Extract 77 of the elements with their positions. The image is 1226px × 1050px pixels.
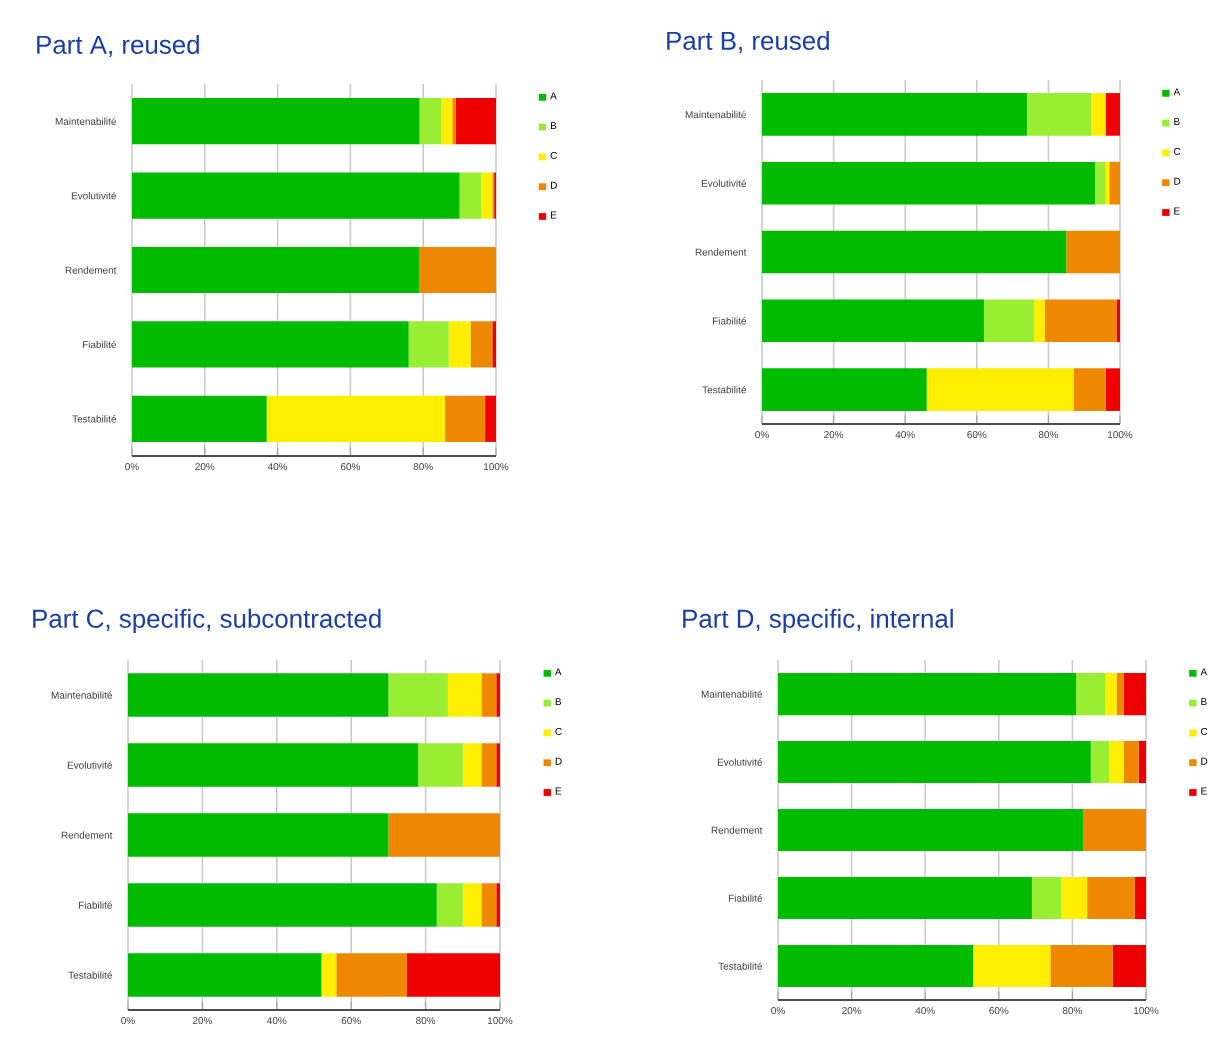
- bar: [1123, 672, 1147, 716]
- bar: [388, 673, 448, 717]
- bar: [1138, 740, 1147, 784]
- bar: [1034, 299, 1045, 343]
- bar: [1123, 740, 1139, 784]
- bar: [1061, 876, 1088, 920]
- bar: [1112, 944, 1147, 988]
- bar: [778, 876, 1032, 920]
- bar: [132, 98, 420, 145]
- bar: [762, 299, 984, 343]
- bar: [459, 172, 482, 219]
- bar: [445, 395, 486, 442]
- bar: [1116, 672, 1124, 716]
- bar: [321, 953, 337, 997]
- bar: [481, 172, 493, 219]
- bar: [441, 98, 453, 145]
- bar: [455, 98, 496, 145]
- bar: [1076, 672, 1106, 716]
- bar: [407, 953, 501, 997]
- bar: [128, 673, 389, 717]
- bar: [128, 743, 419, 787]
- bar: [1031, 876, 1062, 920]
- chart-title: Part A, reused: [37, 34, 199, 58]
- bar: [132, 246, 420, 294]
- bar: [408, 321, 449, 368]
- bar: [762, 368, 927, 411]
- bar: [762, 230, 1067, 274]
- bar: [1050, 944, 1113, 988]
- bar: [481, 673, 497, 717]
- bar: [266, 395, 446, 442]
- bar: [1066, 230, 1121, 274]
- bar: [1090, 740, 1110, 784]
- bar: [1109, 740, 1124, 784]
- bar: [983, 299, 1035, 343]
- bar: [1105, 672, 1117, 716]
- bar: [762, 93, 1027, 136]
- bar: [481, 883, 497, 927]
- bar: [128, 953, 322, 997]
- bar: [448, 321, 471, 368]
- bar: [1105, 368, 1121, 411]
- bar: [1091, 93, 1106, 136]
- bar: [1105, 93, 1121, 136]
- bar: [436, 883, 463, 927]
- bar: [447, 673, 482, 717]
- chart-title: Part C, specific, subcontracted: [33, 608, 381, 634]
- bar: [778, 808, 1084, 852]
- bar: [973, 944, 1051, 988]
- bar: [926, 368, 1074, 411]
- bar: [336, 953, 407, 997]
- bar: [132, 321, 409, 368]
- bar: [388, 813, 501, 857]
- bar: [778, 740, 1091, 784]
- bar: [132, 395, 267, 442]
- bar: [485, 395, 496, 442]
- bar: [128, 813, 389, 857]
- bar: [762, 161, 1095, 205]
- bar: [128, 883, 437, 927]
- bar: [1044, 299, 1117, 343]
- bar: [1026, 93, 1092, 136]
- bar: [778, 944, 974, 988]
- bar: [1109, 161, 1121, 205]
- bar: [419, 246, 496, 294]
- bar: [419, 98, 442, 145]
- bar: [1087, 876, 1135, 920]
- chart-title: Part D, specific, internal: [683, 608, 953, 634]
- bar: [481, 743, 497, 787]
- bar: [132, 172, 460, 219]
- bar: [470, 321, 493, 368]
- bar: [1083, 808, 1147, 852]
- bar: [418, 743, 463, 787]
- chart-title: Part B, reused: [667, 30, 829, 54]
- bar: [1073, 368, 1106, 411]
- bar: [462, 743, 482, 787]
- bar: [462, 883, 482, 927]
- bar: [1134, 876, 1147, 920]
- bar: [778, 672, 1077, 716]
- bar: [1094, 161, 1106, 205]
